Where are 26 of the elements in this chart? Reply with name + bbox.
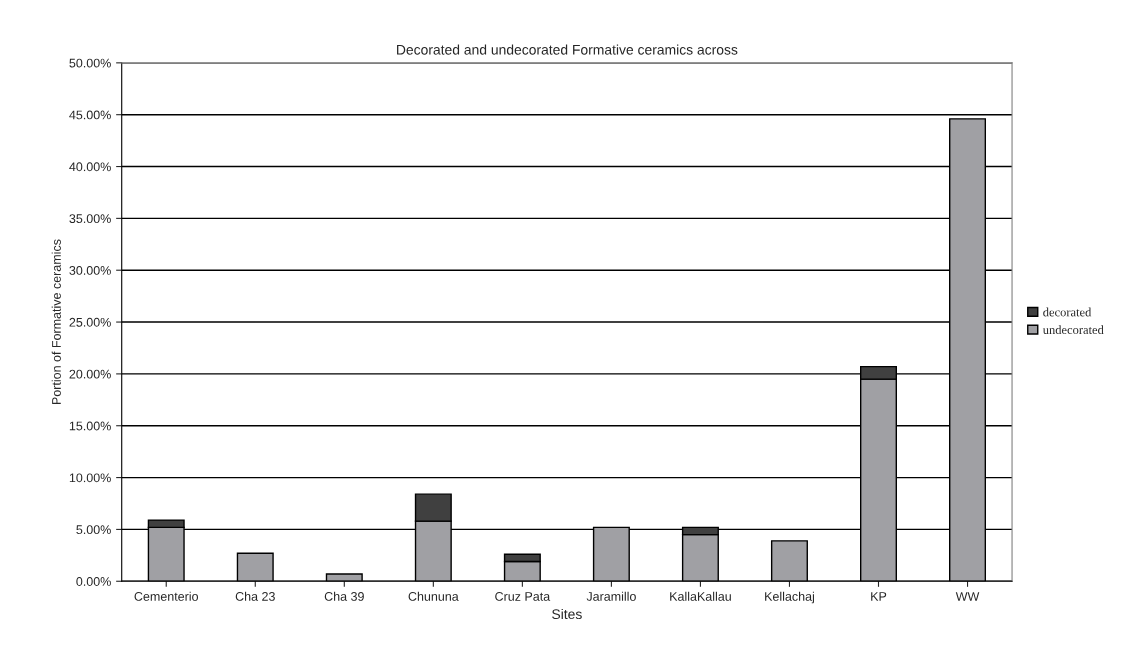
y-tick-label: 10.00%	[69, 473, 111, 483]
y-tick-label: 25.00%	[69, 317, 111, 327]
legend-label: decorated	[1043, 307, 1092, 317]
y-tick-label: 50.00%	[69, 58, 111, 68]
x-tick-label: Cha 39	[324, 591, 364, 601]
y-tick-label: 30.00%	[69, 266, 111, 275]
x-tick-label: Cha 23	[235, 591, 275, 601]
x-tick-label: Chununa	[408, 591, 459, 601]
y-tick-label: 45.00%	[69, 110, 111, 120]
x-axis-title: Sites	[552, 608, 582, 620]
legend-label: undecorated	[1042, 325, 1104, 335]
y-tick-label: 0.00%	[76, 577, 111, 586]
y-tick-label: 15.00%	[69, 421, 111, 431]
x-tick-label: Cruz Pata	[495, 592, 551, 601]
chart-title: Decorated and undecorated Formative ceramics across	[397, 44, 738, 55]
y-tick-label: 5.00%	[76, 525, 111, 535]
x-tick-label: KallaKallau	[670, 591, 731, 601]
y-tick-label: 20.00%	[69, 369, 111, 379]
x-tick-label: Kellachaj	[765, 591, 814, 604]
x-tick-label: Cementerio	[134, 591, 199, 601]
y-tick-label: 35.00%	[69, 214, 111, 224]
y-tick-label: 40.00%	[69, 162, 111, 172]
y-axis-title: Portion of Formative ceramics	[51, 239, 61, 405]
x-tick-label: Jaramillo	[586, 591, 636, 601]
x-tick-label: WW	[955, 592, 980, 601]
x-tick-label: KP	[871, 592, 887, 601]
